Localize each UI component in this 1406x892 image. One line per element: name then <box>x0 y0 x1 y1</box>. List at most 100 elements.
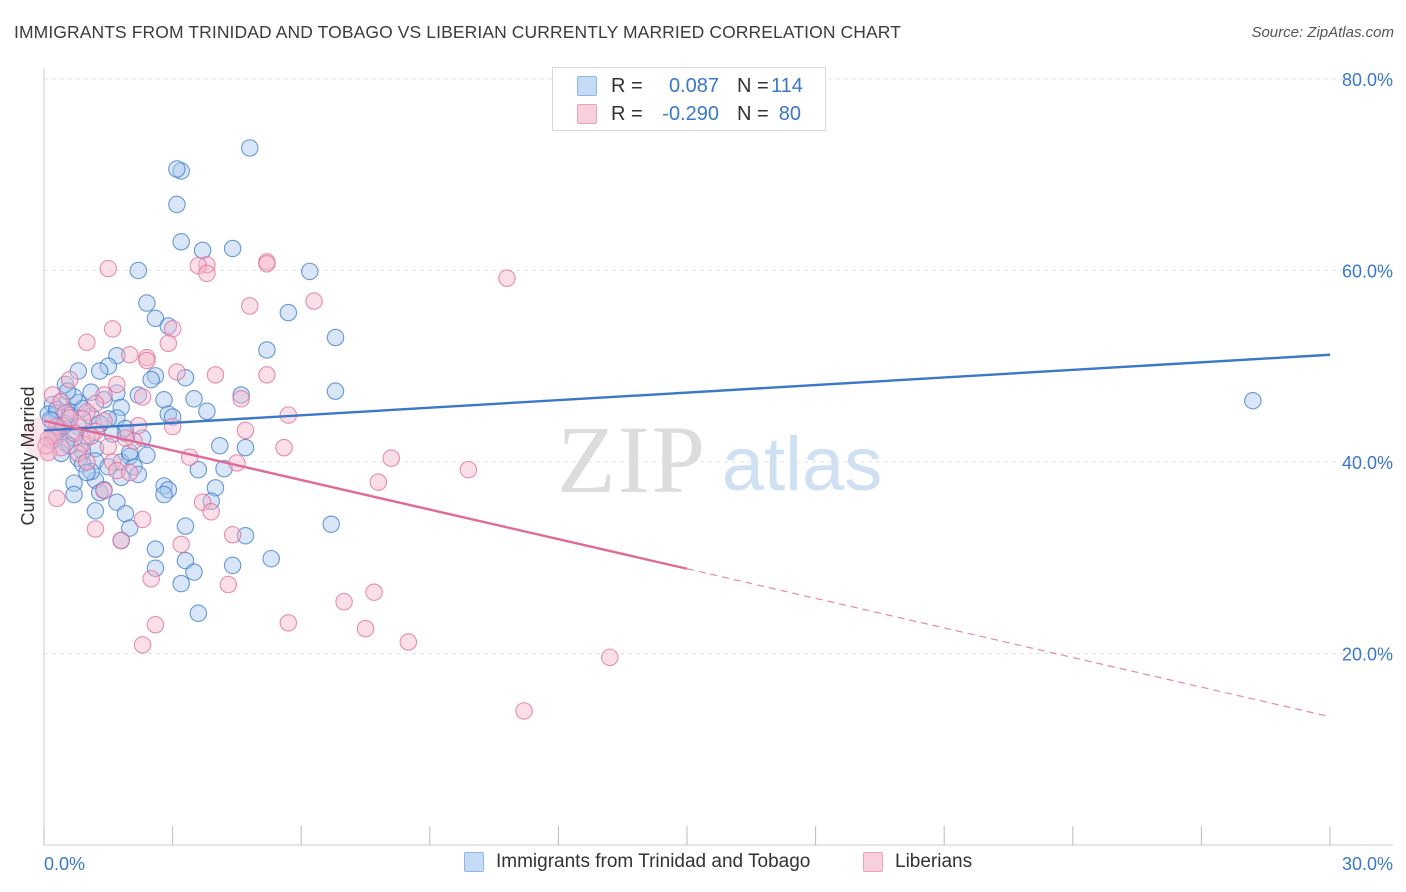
point-trinidad-tobago <box>116 504 135 523</box>
watermark-atlas: atlas <box>722 422 883 507</box>
point-liberians <box>258 255 276 273</box>
point-trinidad-tobago <box>322 515 340 533</box>
point-trinidad-tobago <box>146 309 165 328</box>
point-trinidad-tobago <box>262 549 280 568</box>
y-axis-label: Currently Married <box>18 386 38 525</box>
point-trinidad-tobago <box>176 368 195 387</box>
point-liberians <box>133 636 152 654</box>
point-liberians <box>356 619 375 638</box>
y-tick-label: 80.0% <box>1342 70 1393 90</box>
point-liberians <box>515 702 533 720</box>
point-liberians <box>236 421 255 440</box>
legend-n-label: N = <box>737 102 769 125</box>
point-liberians <box>168 363 186 381</box>
point-trinidad-tobago <box>90 362 109 380</box>
point-trinidad-tobago <box>129 261 148 280</box>
point-trinidad-tobago <box>138 446 156 465</box>
point-liberians <box>275 438 293 457</box>
point-trinidad-tobago <box>241 139 259 157</box>
point-trinidad-tobago <box>236 526 255 545</box>
point-liberians <box>52 438 70 457</box>
legend-row-series-1: R = 0.087 N = 114 <box>577 73 803 99</box>
legend-swatch-pink <box>863 852 883 872</box>
point-trinidad-tobago <box>120 443 139 462</box>
point-liberians <box>60 409 79 427</box>
point-liberians <box>163 417 182 436</box>
y-tick-label: 40.0% <box>1342 453 1393 473</box>
legend-r-value: 0.087 <box>668 74 719 97</box>
legend-item-liberians: Liberians <box>863 851 972 873</box>
legend-r-value: -0.290 <box>662 102 719 125</box>
point-liberians <box>103 320 122 338</box>
legend-n-label: N = <box>737 74 769 97</box>
legend-n-value: 114 <box>771 74 803 97</box>
point-liberians <box>133 388 152 406</box>
x-tick-label: 30.0% <box>1342 854 1393 874</box>
legend-label-trinidad-tobago: Immigrants from Trinidad and Tobago <box>496 851 811 872</box>
point-trinidad-tobago <box>232 386 250 404</box>
y-tick-label: 60.0% <box>1342 262 1393 282</box>
legend-swatch-blue <box>577 76 597 96</box>
point-liberians <box>99 437 118 456</box>
point-trinidad-tobago <box>168 160 186 178</box>
point-trinidad-tobago <box>172 574 190 593</box>
point-trinidad-tobago <box>146 540 165 558</box>
point-trinidad-tobago <box>168 195 186 214</box>
point-liberians <box>206 366 225 384</box>
point-trinidad-tobago <box>1244 391 1262 410</box>
legend-swatch-pink <box>577 104 597 124</box>
point-trinidad-tobago <box>146 559 165 578</box>
legend-row-series-2: R = -0.290 N = 80 <box>577 101 801 127</box>
point-trinidad-tobago <box>142 370 160 389</box>
point-liberians <box>108 375 126 394</box>
legend-item-trinidad-tobago: Immigrants from Trinidad and Tobago <box>464 851 810 873</box>
point-trinidad-tobago <box>176 517 195 535</box>
point-liberians <box>335 593 353 611</box>
point-trinidad-tobago <box>99 357 118 375</box>
point-liberians <box>382 449 400 467</box>
point-liberians <box>399 633 418 651</box>
point-trinidad-tobago <box>236 438 255 457</box>
point-trinidad-tobago <box>65 485 83 504</box>
point-liberians <box>108 461 126 480</box>
point-liberians <box>112 531 130 550</box>
point-trinidad-tobago <box>189 460 208 479</box>
point-liberians-cluster <box>22 416 67 461</box>
point-trinidad-tobago <box>279 303 298 322</box>
x-tick-label: 0.0% <box>44 854 85 874</box>
point-trinidad-tobago <box>301 262 319 281</box>
point-trinidad-tobago <box>78 463 96 482</box>
point-liberians <box>95 481 113 500</box>
point-liberians <box>601 648 619 667</box>
point-liberians <box>120 463 139 482</box>
point-liberians <box>133 510 152 529</box>
point-liberians <box>365 583 383 601</box>
point-liberians <box>142 570 160 588</box>
point-trinidad-tobago <box>86 502 105 520</box>
trend-line-liberians-dashed <box>686 568 1331 718</box>
point-trinidad-tobago <box>120 519 139 537</box>
source-label: Source: ZipAtlas.com <box>1251 24 1394 41</box>
point-liberians <box>103 453 122 471</box>
legend-label-liberians: Liberians <box>895 851 973 872</box>
legend-r-label: R = <box>611 102 643 125</box>
legend-n-value: 80 <box>778 102 801 125</box>
point-trinidad-tobago <box>185 390 203 408</box>
point-liberians <box>48 489 66 508</box>
point-liberians <box>232 390 250 408</box>
chart-title: IMMIGRANTS FROM TRINIDAD AND TOBAGO VS L… <box>14 22 901 42</box>
watermark-zip: ZIP <box>557 406 707 513</box>
point-liberians <box>172 535 190 554</box>
trend-line-liberians <box>43 419 688 570</box>
point-liberians <box>138 351 156 370</box>
point-trinidad-tobago <box>206 479 225 497</box>
point-trinidad-tobago <box>163 408 182 426</box>
point-trinidad-tobago <box>198 402 216 421</box>
point-liberians <box>52 392 70 411</box>
point-liberians <box>498 269 516 287</box>
point-liberians <box>258 366 276 384</box>
point-liberians <box>241 297 259 315</box>
point-trinidad-tobago <box>129 465 148 484</box>
point-liberians <box>159 334 178 353</box>
